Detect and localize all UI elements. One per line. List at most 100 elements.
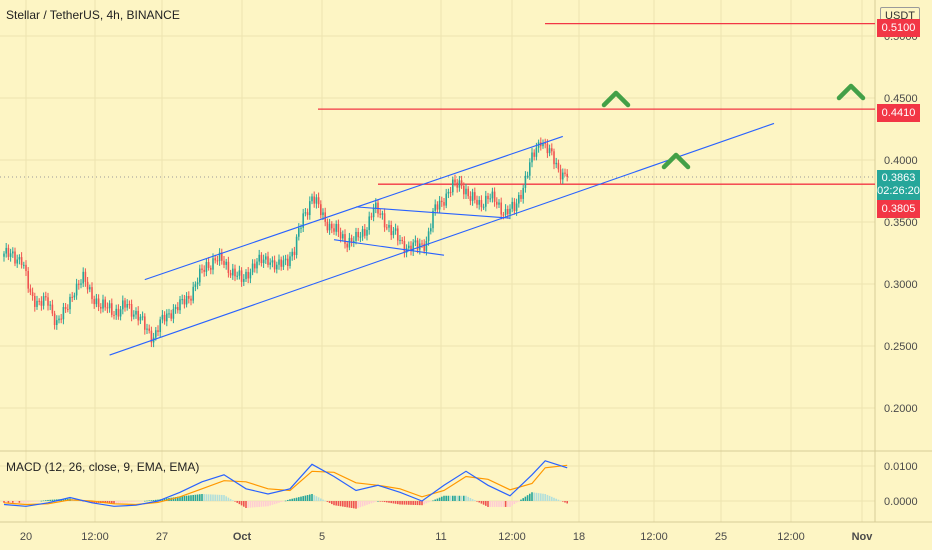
candle-body [434,204,436,210]
candle-body [223,261,225,265]
candle-body [355,232,357,241]
candle-body [201,269,203,270]
candle-body [472,192,474,201]
candle-body [274,260,276,269]
macd-histogram-bar [459,496,461,501]
candle-body [443,202,445,206]
candle-body [331,224,333,228]
time-tick-label: 18 [573,531,585,543]
time-tick-label: 12:00 [640,531,668,543]
macd-histogram-bar [525,497,527,501]
candle-body [364,229,366,236]
macd-histogram-bar [536,493,538,501]
macd-histogram-bar [47,500,49,501]
macd-histogram-bar [397,501,399,504]
candle-body [320,204,322,215]
macd-histogram-bar [448,496,450,501]
macd-indicator-label[interactable]: MACD (12, 26, close, 9, EMA, EMA) [6,460,199,474]
candle-body [349,238,351,248]
candle-body [115,309,117,315]
candle-body [318,197,320,204]
macd-histogram-bar [342,501,344,507]
time-tick-label: Nov [852,531,874,543]
macd-histogram-bar [393,501,395,503]
candle-body [478,200,480,205]
macd-histogram-bar [516,501,518,503]
candle-body [441,201,443,202]
candle-body [527,176,529,177]
macd-histogram-bar [289,499,291,501]
candle-body [82,272,84,284]
candle-body [272,260,274,262]
candle-body [558,163,560,169]
candle-body [388,225,390,228]
candle-body [430,228,432,231]
candle-body [98,299,100,307]
candle-body [327,222,329,230]
candle-body [168,313,170,314]
macd-histogram-bar [476,501,478,502]
candle-body [173,309,175,319]
candle-body [428,231,430,241]
candle-body [344,234,346,244]
price-label-03805: 0.3805 [877,200,920,218]
candle-body [351,238,353,242]
macd-histogram-bar [148,500,150,501]
candle-body [489,198,491,199]
candle-body [122,300,124,309]
candle-body [549,148,551,153]
macd-histogram-bar [322,500,324,501]
macd-histogram-bar [478,501,480,502]
candle-body [401,240,403,241]
macd-histogram-bar [135,501,137,502]
candle-body [522,188,524,199]
macd-histogram-bar [10,501,12,503]
macd-histogram-bar [527,495,529,501]
macd-histogram-bar [151,500,153,501]
countdown-timer: 02:26:20 [877,185,920,198]
candle-body [47,297,49,305]
candle-body [63,307,65,319]
time-tick-label: 20 [20,531,32,543]
macd-histogram-bar [298,497,300,501]
time-tick-label: 12:00 [81,531,109,543]
price-tick-label: 0.2000 [884,403,918,415]
candle-body [525,176,527,188]
candle-body [280,259,282,266]
macd-histogram-bar [412,501,414,505]
macd-histogram-bar [230,499,232,501]
candle-body [144,316,146,329]
trendline-flag-lower [334,240,444,256]
candle-body [129,304,131,305]
macd-histogram-bar [335,501,337,506]
candle-body [533,153,535,157]
candle-body [346,244,348,248]
candle-body [357,232,359,237]
candle-body [520,195,522,199]
candle-body [375,203,377,209]
macd-histogram-bar [49,500,51,501]
time-tick-label: 11 [435,531,446,543]
candle-body [32,292,34,296]
macd-histogram-bar [261,501,263,507]
candle-body [474,192,476,200]
candle-body [241,270,243,281]
macd-histogram-bar [201,494,203,501]
candle-body [109,303,111,308]
candle-body [514,202,516,211]
candle-body [496,202,498,205]
candle-body [503,215,505,216]
price-label-0510: 0.5100 [877,19,920,37]
candle-body [296,237,298,255]
macd-histogram-bar [439,498,441,501]
macd-histogram-bar [206,494,208,501]
macd-histogram-bar [25,501,27,503]
macd-histogram-bar [208,494,210,501]
candle-body [329,224,331,230]
candle-body [120,309,122,316]
macd-histogram-bar [223,495,225,501]
candle-body [285,259,287,261]
candle-body [192,287,194,301]
candle-body [300,228,302,229]
macd-histogram-bar [379,501,381,502]
